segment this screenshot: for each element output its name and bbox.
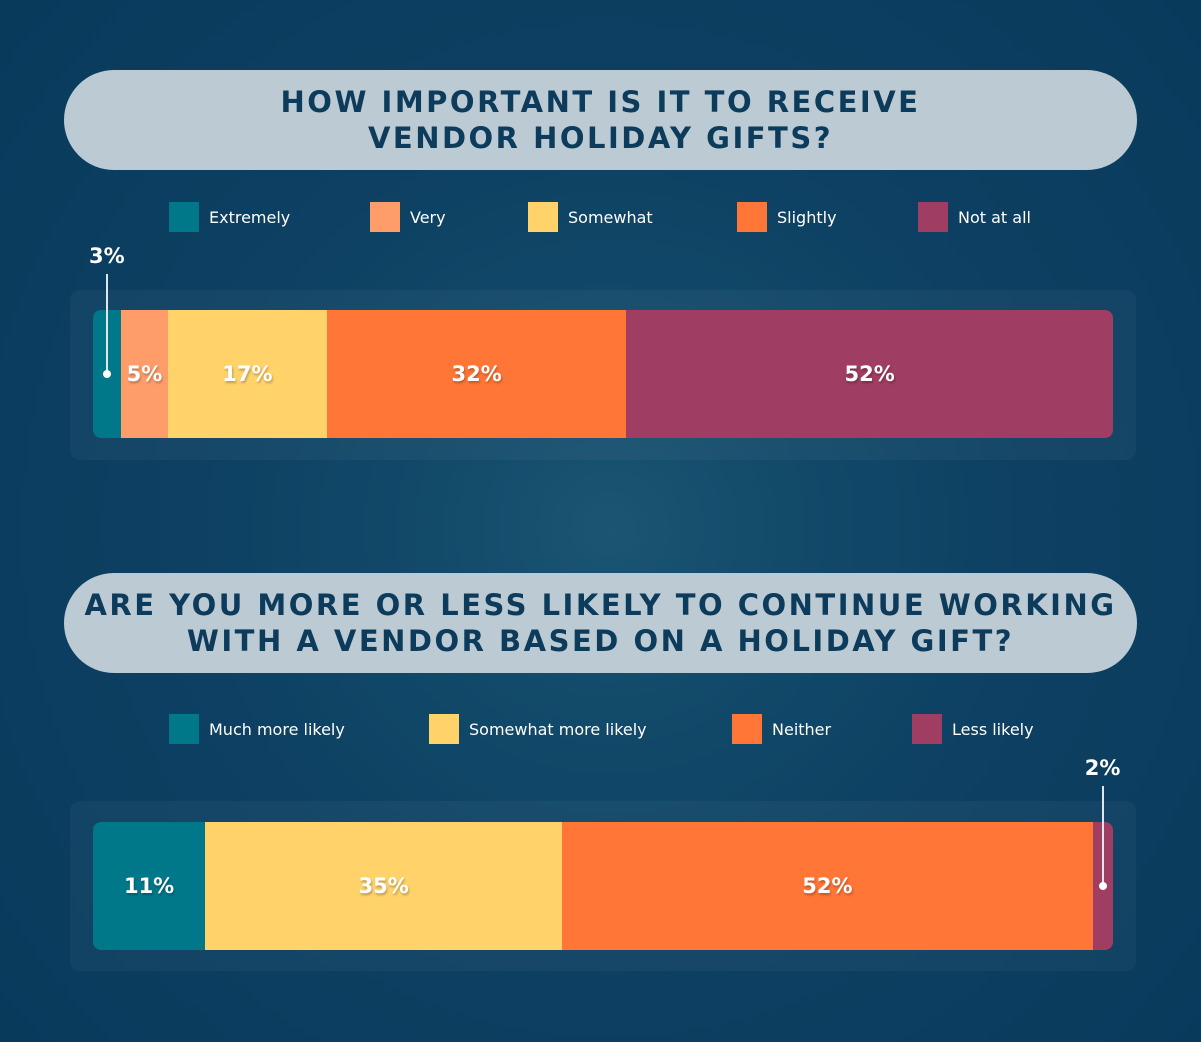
legend-swatch	[370, 202, 400, 232]
callout-line	[1102, 786, 1104, 886]
legend-swatch	[732, 714, 762, 744]
legend-item-very: Very	[370, 202, 446, 232]
legend-label: Less likely	[952, 719, 1034, 739]
data-label-very: 5%	[126, 362, 163, 386]
legend-label: Somewhat more likely	[469, 719, 647, 739]
legend-swatch	[737, 202, 767, 232]
legend-label: Slightly	[777, 207, 837, 227]
legend-item-neither: Neither	[732, 714, 831, 744]
legend-label: Neither	[772, 719, 832, 739]
chart1-legend: Extremely Very Somewhat Slightly Not at all	[0, 202, 1201, 232]
chart1-title: HOW IMPORTANT IS IT TO RECEIVE VENDOR HO…	[280, 85, 921, 155]
data-label-not-at-all: 52%	[844, 362, 895, 386]
legend-item-extremely: Extremely	[169, 202, 290, 232]
legend-swatch	[912, 714, 942, 744]
chart1-bar: 5% 17% 32% 52%	[93, 310, 1113, 438]
legend-label: Extremely	[209, 207, 291, 227]
legend-item-somewhat: Somewhat	[528, 202, 653, 232]
chart1-title-banner: HOW IMPORTANT IS IT TO RECEIVE VENDOR HO…	[64, 70, 1137, 170]
legend-swatch	[918, 202, 948, 232]
bar-segment-neither: 52%	[562, 822, 1093, 950]
bar-segment-not-at-all: 52%	[626, 310, 1113, 438]
legend-swatch	[169, 202, 199, 232]
callout-dot	[103, 370, 112, 378]
bar-segment-much-more-likely: 11%	[93, 822, 206, 950]
data-label-extremely: 3%	[89, 244, 125, 268]
bar-segment-slightly: 32%	[326, 310, 627, 438]
chart2-title: ARE YOU MORE OR LESS LIKELY TO CONTINUE …	[84, 588, 1117, 658]
legend-item-somewhat-more-likely: Somewhat more likely	[429, 714, 647, 744]
legend-label: Not at all	[958, 207, 1031, 227]
data-label-less-likely: 2%	[1084, 756, 1121, 780]
callout-line	[106, 274, 108, 374]
legend-label: Somewhat	[568, 207, 653, 227]
bar-segment-somewhat-more-likely: 35%	[205, 822, 563, 950]
legend-item-not-at-all: Not at all	[918, 202, 1031, 232]
chart2-title-banner: ARE YOU MORE OR LESS LIKELY TO CONTINUE …	[64, 573, 1137, 673]
bar-segment-very: 5%	[121, 310, 168, 438]
chart2-legend: Much more likely Somewhat more likely Neit…	[0, 714, 1201, 744]
data-label-somewhat: 17%	[222, 362, 273, 386]
legend-item-much-more-likely: Much more likely	[169, 714, 345, 744]
callout-dot	[1098, 882, 1107, 890]
legend-label: Much more likely	[209, 719, 345, 739]
data-label-slightly: 32%	[451, 362, 502, 386]
legend-item-slightly: Slightly	[737, 202, 837, 232]
data-label-much-more-likely: 11%	[123, 874, 175, 898]
legend-swatch	[169, 714, 199, 744]
chart2-bar: 11% 35% 52%	[93, 822, 1113, 950]
bar-segment-somewhat: 17%	[167, 310, 327, 438]
data-label-neither: 52%	[802, 874, 853, 898]
legend-label: Very	[410, 207, 446, 227]
legend-swatch	[429, 714, 459, 744]
legend-swatch	[528, 202, 558, 232]
legend-item-less-likely: Less likely	[912, 714, 1034, 744]
data-label-somewhat-more-likely: 35%	[358, 874, 409, 898]
